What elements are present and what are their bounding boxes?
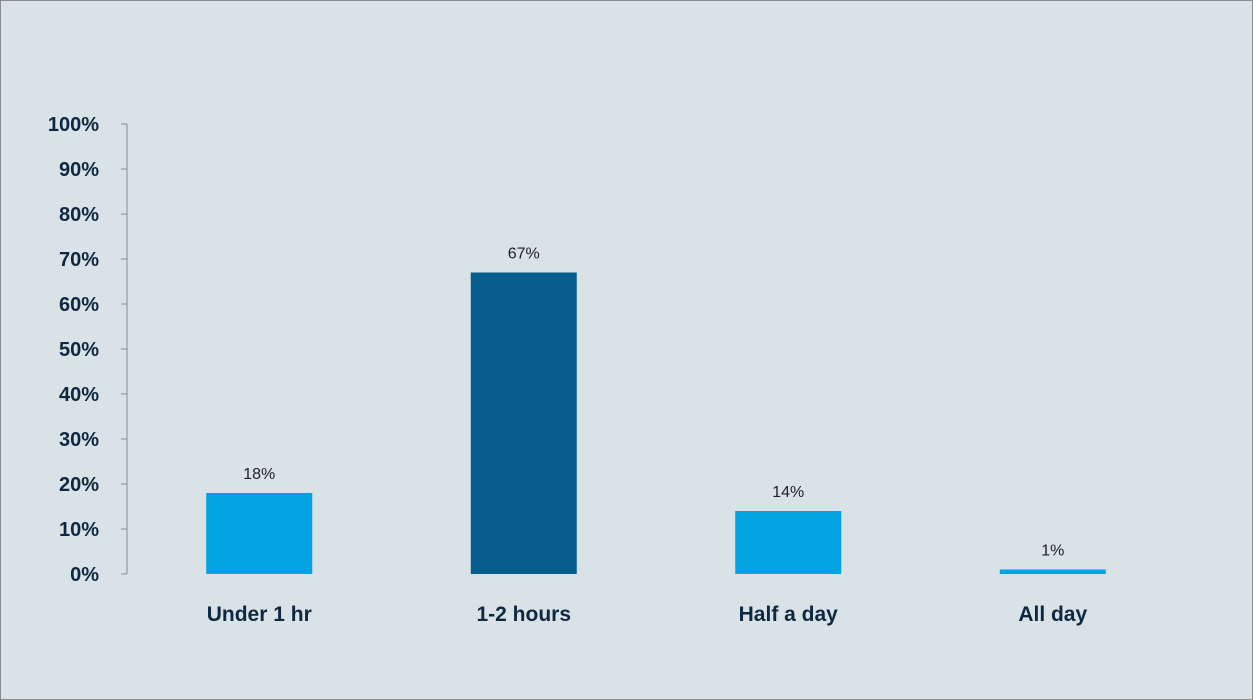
y-tick-label: 90%: [59, 159, 99, 181]
y-tick-label: 100%: [48, 114, 99, 136]
x-category-label: Under 1 hr: [207, 603, 312, 626]
data-label: 1%: [1041, 543, 1064, 560]
data-label: 14%: [772, 484, 804, 501]
bar: [999, 569, 1106, 574]
x-category-label: All day: [1018, 603, 1087, 626]
data-label: 67%: [508, 246, 540, 263]
x-category-label: Half a day: [739, 603, 839, 626]
bar: [470, 272, 577, 574]
y-tick-label: 80%: [59, 204, 99, 226]
y-tick-label: 70%: [59, 249, 99, 271]
bar: [735, 511, 842, 574]
y-tick-label: 40%: [59, 384, 99, 406]
x-category-label: 1-2 hours: [476, 603, 571, 626]
y-tick-label: 0%: [70, 564, 99, 586]
bars: [206, 272, 1106, 574]
y-tick-label: 10%: [59, 519, 99, 541]
y-tick-label: 60%: [59, 294, 99, 316]
y-tick-label: 30%: [59, 429, 99, 451]
data-label: 18%: [243, 466, 275, 483]
y-tick-label: 20%: [59, 474, 99, 496]
bar: [206, 493, 313, 574]
axes: 0% 10% 20% 30% 40% 50% 60% 70% 80% 90% 100%: [48, 114, 128, 586]
y-tick-label: 50%: [59, 339, 99, 361]
labels: 18% Under 1 hr 67% 1-2 hours 14% Half a day 1%…: [207, 246, 1088, 627]
